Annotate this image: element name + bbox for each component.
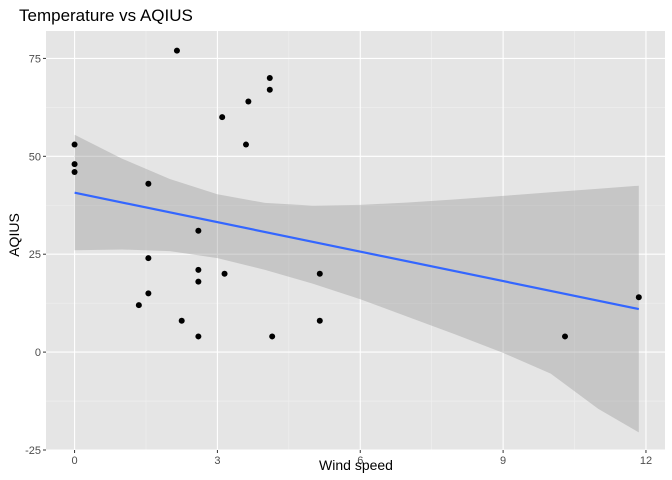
plot-panel [46,31,665,450]
data-point [195,266,202,273]
x-tick-label: 6 [357,455,363,467]
y-axis-title: AQIUS [6,213,22,257]
data-point [219,114,226,121]
y-tick-label: -25 [25,445,41,457]
regression-line [74,191,640,311]
data-point [178,317,185,324]
data-point [635,294,642,301]
chart-title: Temperature vs AQIUS [19,6,193,25]
y-tick-label: 75 [29,53,41,65]
data-point [221,270,228,277]
data-point [195,278,202,285]
data-point [145,255,152,262]
x-tick-label: 3 [214,455,220,467]
data-point [195,333,202,340]
x-axis-title: Wind speed [319,457,393,473]
y-tick-label: 0 [35,347,41,359]
data-point [145,180,152,187]
data-point [269,333,276,340]
data-point [316,270,323,277]
plot-area [46,31,665,451]
x-tick-label: 0 [72,455,78,467]
data-point [266,86,273,93]
data-point [145,290,152,297]
data-point [242,141,249,148]
confidence-band [74,134,639,433]
data-point [71,141,78,148]
data-point [195,227,202,234]
data-point [316,317,323,324]
x-tick-label: 9 [500,455,506,467]
y-tick-label: 25 [29,249,41,261]
x-tick-label: 12 [640,455,652,467]
data-point [245,98,252,105]
data-point [562,333,569,340]
data-point [173,47,180,54]
x-axis: 0 3 6 9 12 [72,450,652,467]
y-axis: -25 0 25 50 75 [25,53,46,457]
data-point [135,302,142,309]
y-tick-label: 50 [29,151,41,163]
data-point [266,74,273,81]
data-point [71,161,78,168]
data-point [71,168,78,175]
